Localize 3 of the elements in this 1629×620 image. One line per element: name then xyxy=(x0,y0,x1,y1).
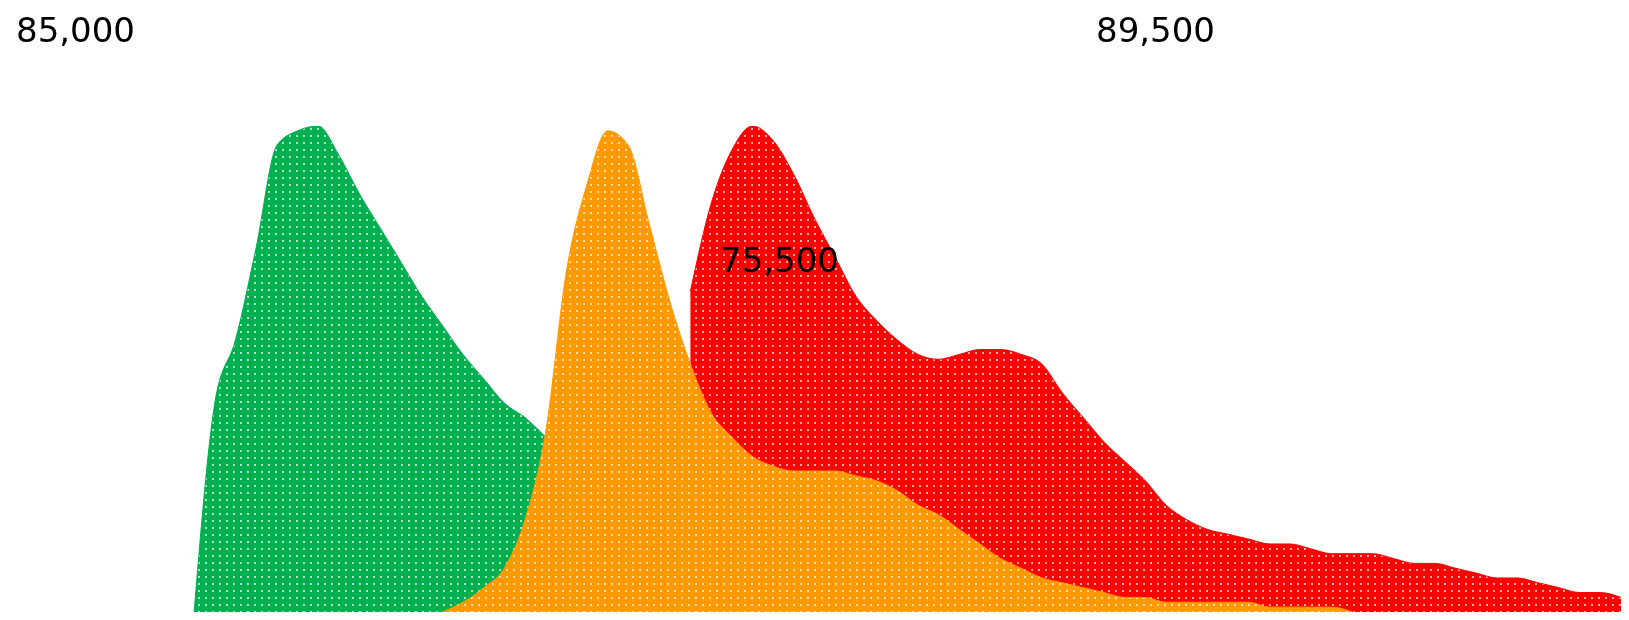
text: 89,500 xyxy=(1096,10,1215,50)
text: 85,000 xyxy=(16,10,135,50)
annotation: 75,500 xyxy=(720,240,839,280)
